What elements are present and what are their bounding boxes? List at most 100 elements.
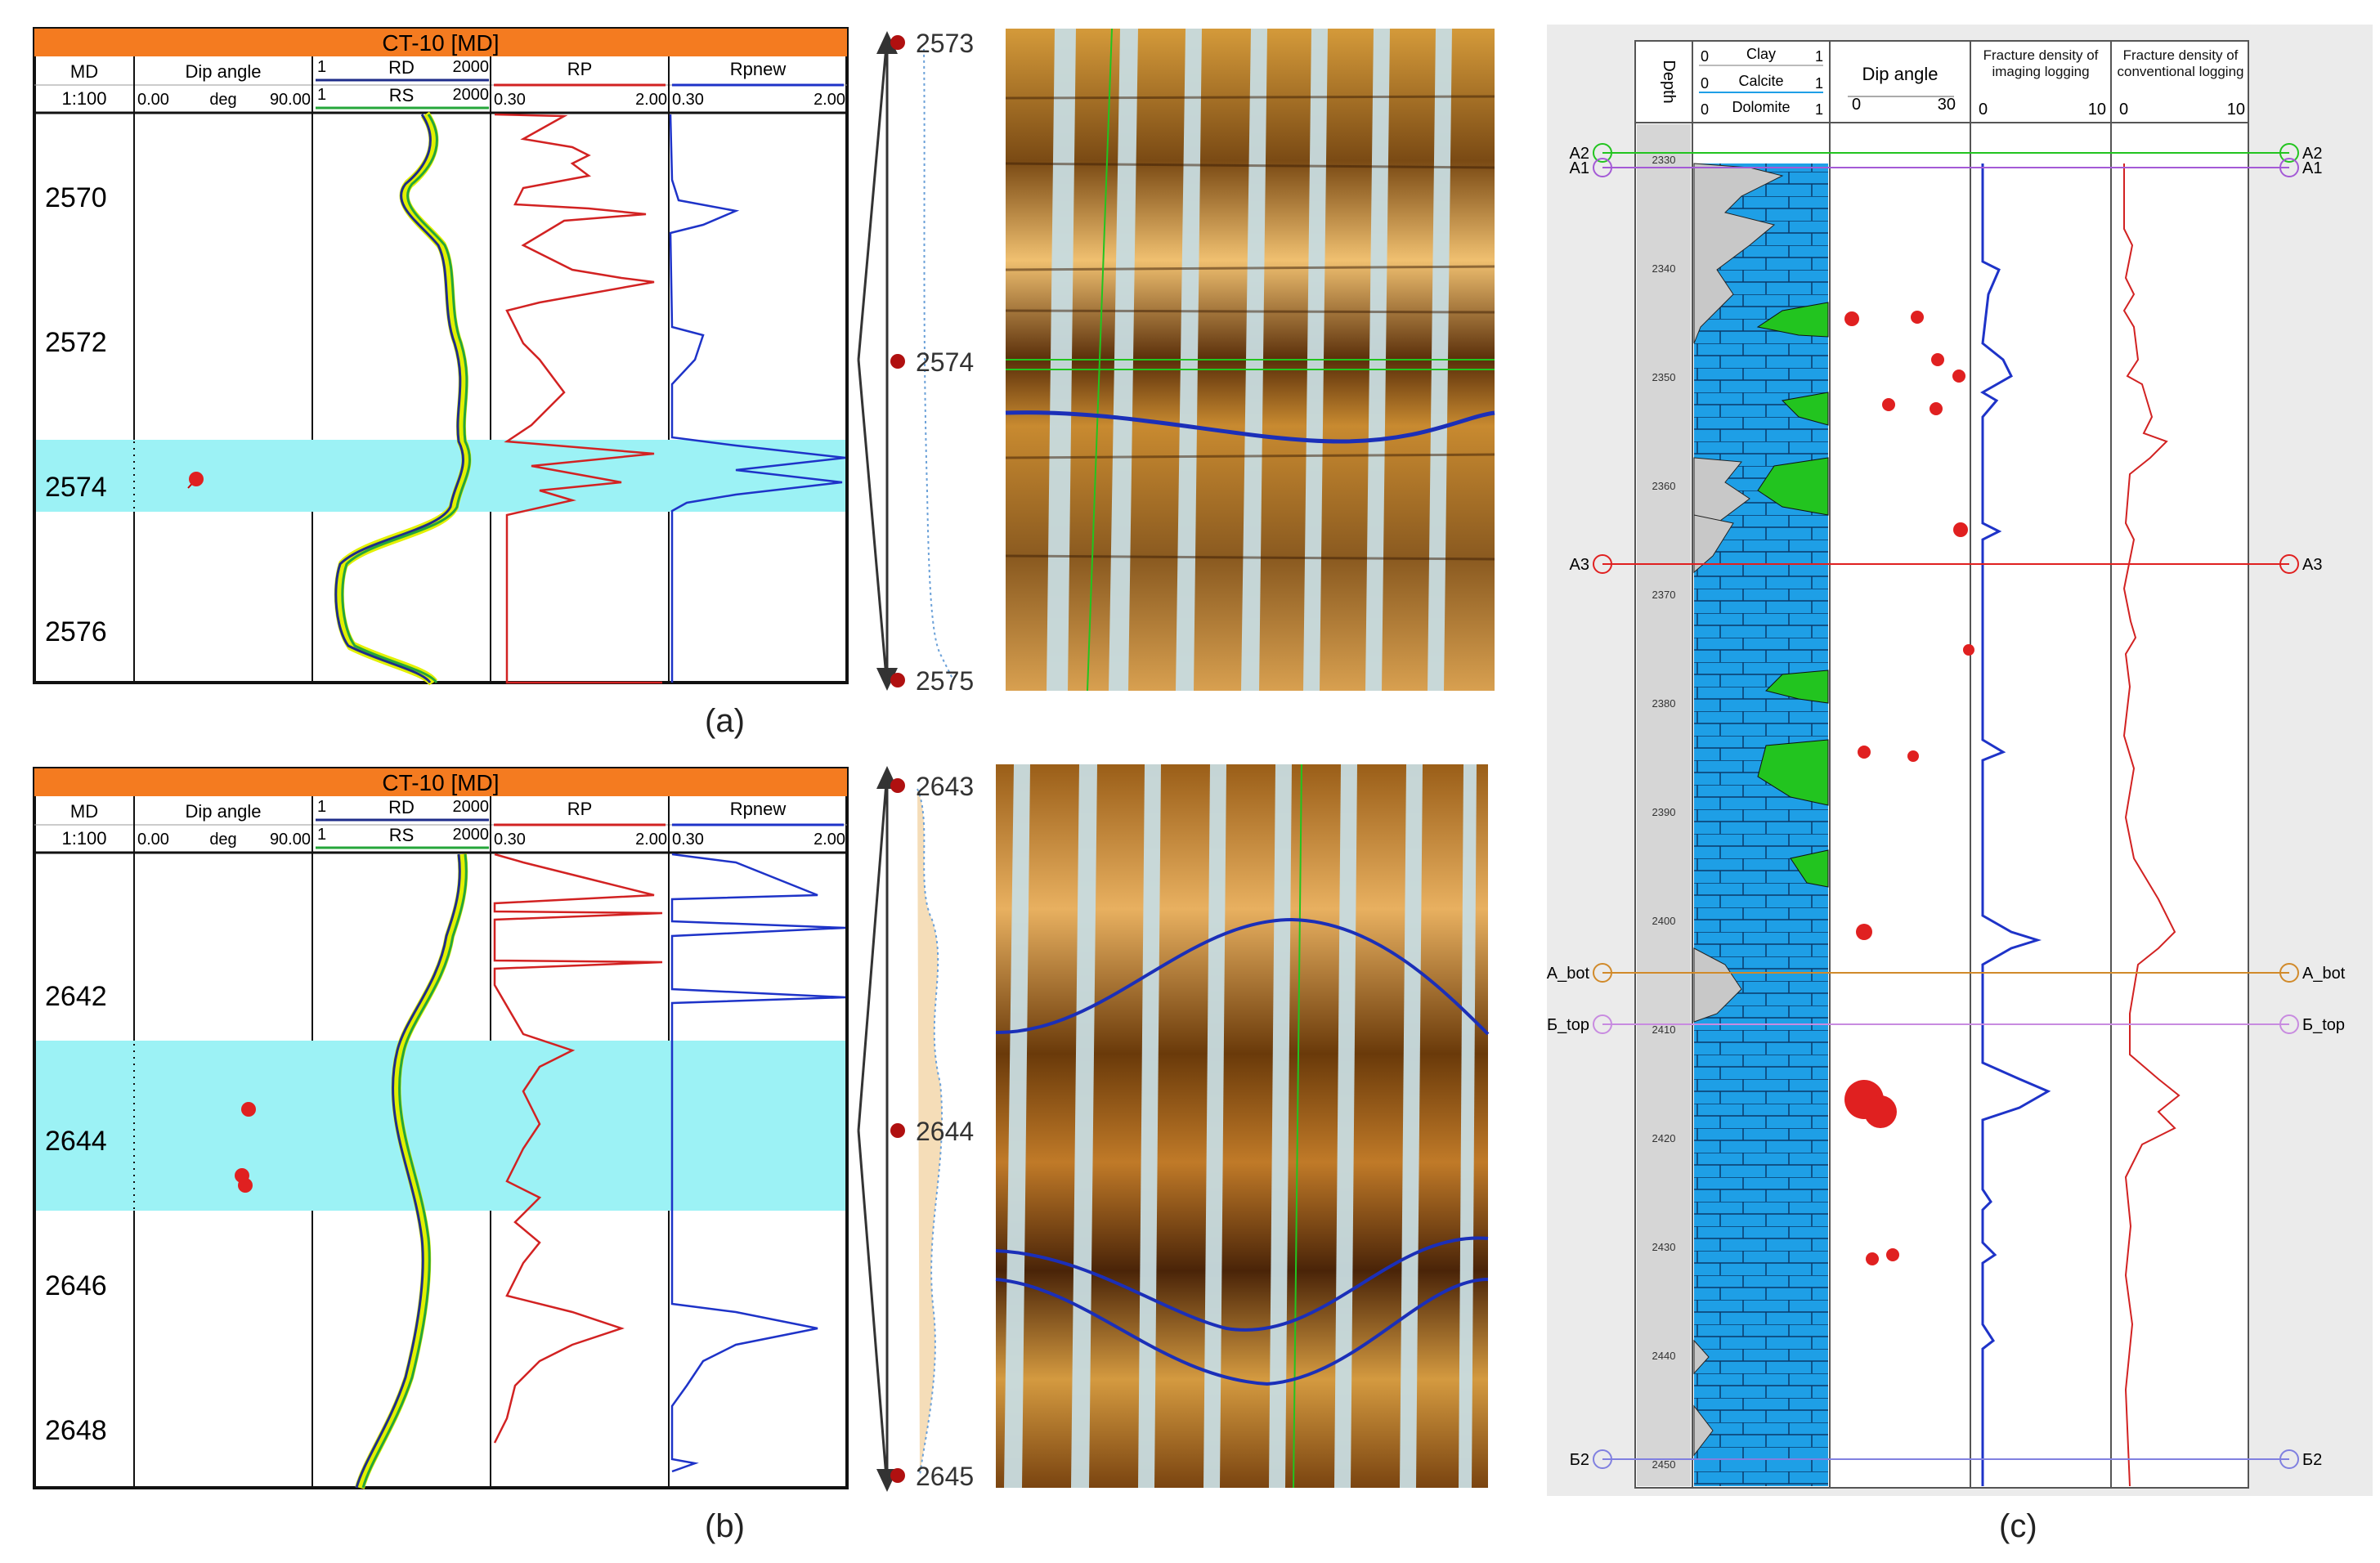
depth-header: Depth <box>1660 60 1678 103</box>
md-header: MD <box>70 801 98 822</box>
dip-header: Dip angle <box>186 801 262 822</box>
horizon-label-left: Б2 <box>1570 1451 1589 1469</box>
dip-min: 0 <box>1852 96 1861 114</box>
horizon-marker-symbol <box>2279 1449 2299 1469</box>
depth-tick-label: 2360 <box>1652 480 1676 492</box>
caption-a: (a) <box>705 703 745 739</box>
horizon-marker-symbol <box>2279 963 2299 983</box>
rp-header: RP <box>567 799 593 819</box>
rs-header: RS <box>389 825 415 845</box>
dip-header: Dip angle <box>1862 64 1939 84</box>
borehole-image-a <box>1005 28 1495 692</box>
dip-max: 30 <box>1938 96 1956 114</box>
frac-density-conventional-curve <box>2122 163 2181 1487</box>
log-panel-c: Depth 0 Clay 1 0 Calcite 1 0 Dolomite 1 … <box>1547 25 2373 1496</box>
frac-conv-header: Fracture density of conventional logging <box>2117 47 2244 79</box>
lith-min: 0 <box>1701 101 1709 118</box>
depth-tick-label: 2410 <box>1652 1023 1676 1036</box>
dip-points <box>1844 311 1974 1265</box>
depth-label: 2576 <box>45 616 107 647</box>
rs-curve <box>341 114 471 683</box>
horizon-label-left: A3 <box>1570 556 1589 574</box>
horizon-label-right: A2 <box>2302 145 2322 163</box>
title-bar <box>34 29 847 56</box>
dip-max: 90.00 <box>270 91 311 109</box>
log-panel-a: CT-10 [MD] MD 1:100 Dip angle 0.00 deg 9… <box>33 27 1495 696</box>
dip-header: Dip angle <box>186 61 262 82</box>
horizon-label-left: A2 <box>1570 145 1589 163</box>
caption-c: (c) <box>1999 1508 2037 1544</box>
image-depth-label: 2645 <box>916 1462 974 1491</box>
horizon-marker-symbol <box>1593 963 1612 983</box>
rs-header: RS <box>389 85 415 105</box>
rd-rs-fill <box>334 111 472 687</box>
depth-tick-label: 2380 <box>1652 697 1676 710</box>
depth-ticks: 2330 2340 2350 2360 2370 2380 2390 2400 2410 2420… <box>1652 154 1676 1471</box>
image-depth-label: 2644 <box>916 1117 974 1146</box>
rd-header: RD <box>388 57 415 78</box>
depth-tick-label: 2340 <box>1652 262 1676 275</box>
dip-point <box>241 1102 256 1117</box>
scale-label: 1:100 <box>61 828 106 849</box>
image-depth-label: 2574 <box>916 347 974 377</box>
rd-curve <box>334 114 464 683</box>
depth-tick-label: 2440 <box>1652 1350 1676 1362</box>
lith-dolomite: Dolomite <box>1732 99 1790 115</box>
image-depth-label: 2643 <box>916 772 974 801</box>
dip-unit: deg <box>209 91 236 109</box>
rpnew-max: 2.00 <box>814 91 845 109</box>
fracture-zone-highlight <box>36 1041 845 1211</box>
image-depth-label: 2573 <box>916 29 974 58</box>
track-frame <box>33 27 849 684</box>
dip-max: 90.00 <box>270 831 311 849</box>
lith-max: 1 <box>1815 75 1823 92</box>
rp-min: 0.30 <box>494 831 526 849</box>
depth-tick-label: 2350 <box>1652 371 1676 383</box>
rpnew-curve <box>670 853 846 1473</box>
horizon-label-right: A3 <box>2302 556 2322 574</box>
frac-max: 10 <box>2088 101 2106 119</box>
caption-b: (b) <box>705 1508 745 1544</box>
rs-min: 1 <box>317 86 326 104</box>
frac-density-imaging-curve <box>1980 163 2051 1486</box>
dip-unit: deg <box>209 831 236 849</box>
fracture-zone-highlight <box>36 440 845 512</box>
depth-tick-label: 2330 <box>1652 154 1676 166</box>
dip-point <box>189 472 204 486</box>
depth-label: 2570 <box>45 182 107 213</box>
md-header: MD <box>70 61 98 82</box>
horizon-marker-symbol <box>1593 158 1612 177</box>
rd-curve <box>355 853 461 1489</box>
lith-calcite: Calcite <box>1738 73 1783 89</box>
horizon-marker-symbol <box>1593 1014 1612 1034</box>
frac-min: 0 <box>1979 101 1988 119</box>
depth-label: 2648 <box>45 1415 107 1446</box>
rd-min: 1 <box>317 58 326 76</box>
log-panel-b: CT-10 [MD] MD 1:100 Dip angle 0.00 deg 9… <box>33 764 1490 1492</box>
horizon-label-right: Б2 <box>2302 1451 2322 1469</box>
rs-max: 2000 <box>453 826 490 844</box>
dip-min: 0.00 <box>137 831 169 849</box>
frac-max: 10 <box>2227 101 2245 119</box>
depth-tick-label: 2370 <box>1652 589 1676 601</box>
rp-max: 2.00 <box>635 831 667 849</box>
depth-label: 2642 <box>45 981 107 1012</box>
frac-min: 0 <box>2119 101 2128 119</box>
rp-max: 2.00 <box>635 91 667 109</box>
rpnew-max: 2.00 <box>814 831 845 849</box>
horizon-marker-symbol <box>2279 143 2299 163</box>
depth-label: 2574 <box>45 472 107 503</box>
lith-clay: Clay <box>1746 46 1776 62</box>
rp-curve <box>493 853 663 1444</box>
horizon-label-right: A1 <box>2302 159 2322 177</box>
dip-point <box>238 1178 253 1193</box>
depth-tick-label: 2450 <box>1652 1458 1676 1471</box>
horizon-label-right: Б_top <box>2302 1016 2345 1034</box>
frac-img-header: Fracture density of imaging logging <box>1983 47 2099 79</box>
horizon-label-left: A1 <box>1570 159 1589 177</box>
rd-rs-fill <box>355 853 468 1489</box>
horizon-marker-symbol <box>1593 143 1612 163</box>
rpnew-header: Rpnew <box>730 59 787 79</box>
lithology-track <box>1693 163 1829 1486</box>
